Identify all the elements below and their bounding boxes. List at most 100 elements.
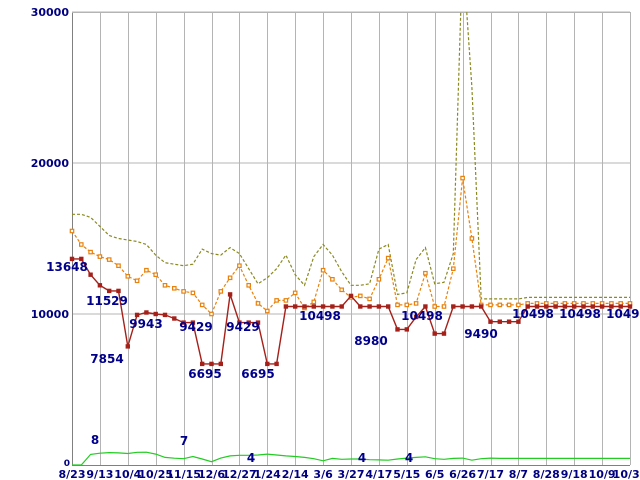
data-point-marker (79, 256, 84, 262)
data-point-marker (246, 283, 252, 288)
x-tick-label: 2/14 (282, 468, 309, 480)
x-tick-label: 6/26 (449, 468, 476, 480)
data-label: 8980 (354, 334, 387, 348)
y-tick-label: 20000 (31, 157, 70, 170)
data-point-marker (367, 304, 372, 309)
data-point-marker (376, 277, 382, 282)
data-point-marker (190, 290, 196, 296)
data-point-marker (460, 304, 465, 309)
x-tick-label: 12/27 (222, 468, 257, 480)
data-label: 11529 (86, 294, 128, 308)
data-point-marker (413, 301, 419, 306)
data-point-marker (469, 304, 475, 309)
x-tick-label: 8/7 (509, 468, 528, 480)
data-point-marker (432, 331, 437, 336)
x-tick-label: 9/13 (86, 468, 113, 480)
green-data-label: 4 (247, 451, 255, 465)
data-point-marker (292, 290, 298, 296)
data-point-marker (618, 304, 623, 309)
data-point-marker (460, 175, 465, 181)
data-point-marker (69, 256, 75, 262)
data-point-marker (172, 286, 177, 291)
data-point-marker (386, 304, 391, 309)
x-tick-label: 4/17 (365, 468, 392, 480)
data-point-marker (265, 361, 270, 367)
data-point-marker (69, 228, 75, 234)
green-data-label: 8 (91, 433, 99, 447)
data-point-marker (218, 361, 223, 367)
data-label: 10498 (606, 307, 640, 321)
x-tick-label: 7/17 (477, 468, 504, 480)
data-point-marker (404, 327, 410, 332)
data-point-marker (330, 277, 335, 282)
data-label: 9429 (179, 320, 212, 334)
gridlines (72, 11, 631, 465)
data-point-marker (209, 361, 214, 367)
data-point-marker (488, 319, 493, 324)
data-point-marker (395, 302, 400, 308)
data-point-marker (451, 266, 456, 272)
data-point-marker (534, 304, 540, 309)
x-tick-label: 10/30 (613, 468, 640, 480)
data-point-marker (181, 320, 186, 325)
data-point-marker (97, 254, 103, 259)
data-point-marker (358, 304, 363, 309)
data-point-marker (144, 267, 149, 273)
x-tick-label: 6/5 (425, 468, 444, 480)
y-tick-label: 0 (64, 459, 70, 469)
series-line-green-bottom (72, 451, 630, 465)
data-label: 10498 (299, 309, 341, 323)
data-point-marker (237, 263, 242, 269)
data-point-marker (265, 308, 270, 314)
data-point-marker (469, 236, 475, 241)
data-point-marker (218, 289, 224, 294)
green-data-label: 4 (405, 451, 413, 465)
data-point-marker (571, 304, 577, 309)
data-point-marker (78, 242, 84, 247)
data-point-marker (506, 319, 512, 324)
data-point-marker (311, 299, 317, 305)
axes (72, 12, 631, 466)
data-point-marker (88, 272, 93, 277)
data-point-marker (516, 319, 521, 324)
data-label: 10498 (512, 307, 554, 321)
data-point-marker (488, 302, 493, 308)
y-tick-label: 10000 (31, 308, 70, 321)
data-point-marker (227, 275, 233, 281)
data-label: 13648 (46, 260, 88, 274)
data-point-marker (451, 304, 456, 309)
green-series-data-labels: 8 7 4 4 4 (91, 433, 413, 465)
data-point-marker (553, 304, 558, 309)
data-point-marker (330, 304, 335, 309)
series-line-olive-dotted (72, 12, 630, 300)
x-tick-label: 10/25 (138, 468, 173, 480)
data-point-marker (497, 302, 503, 308)
x-tick-label: 1/24 (254, 468, 281, 480)
data-point-marker (516, 302, 521, 308)
data-point-marker (544, 304, 549, 309)
data-label: 7854 (90, 352, 123, 366)
data-point-marker (311, 304, 317, 309)
data-point-marker (274, 298, 279, 303)
green-data-label: 4 (358, 451, 366, 465)
data-point-marker (116, 288, 121, 294)
data-point-marker (423, 304, 428, 309)
data-point-marker (339, 287, 345, 293)
data-point-marker (153, 272, 159, 278)
y-tick-label: 30000 (31, 6, 70, 19)
data-point-marker (274, 361, 279, 367)
data-point-marker (106, 288, 112, 294)
data-point-marker (506, 302, 512, 308)
data-point-marker (125, 274, 131, 279)
data-point-marker (302, 304, 307, 309)
red-series-data-labels: 13648 11529 7854 9943 9429 6695 9429 6695 10498 8… (46, 260, 640, 381)
data-point-marker (190, 320, 196, 325)
data-label: 10498 (401, 309, 443, 323)
data-point-marker (525, 304, 530, 309)
data-point-marker (283, 304, 289, 309)
data-point-marker (209, 311, 214, 317)
data-point-marker (134, 278, 140, 284)
data-point-marker (413, 314, 419, 320)
